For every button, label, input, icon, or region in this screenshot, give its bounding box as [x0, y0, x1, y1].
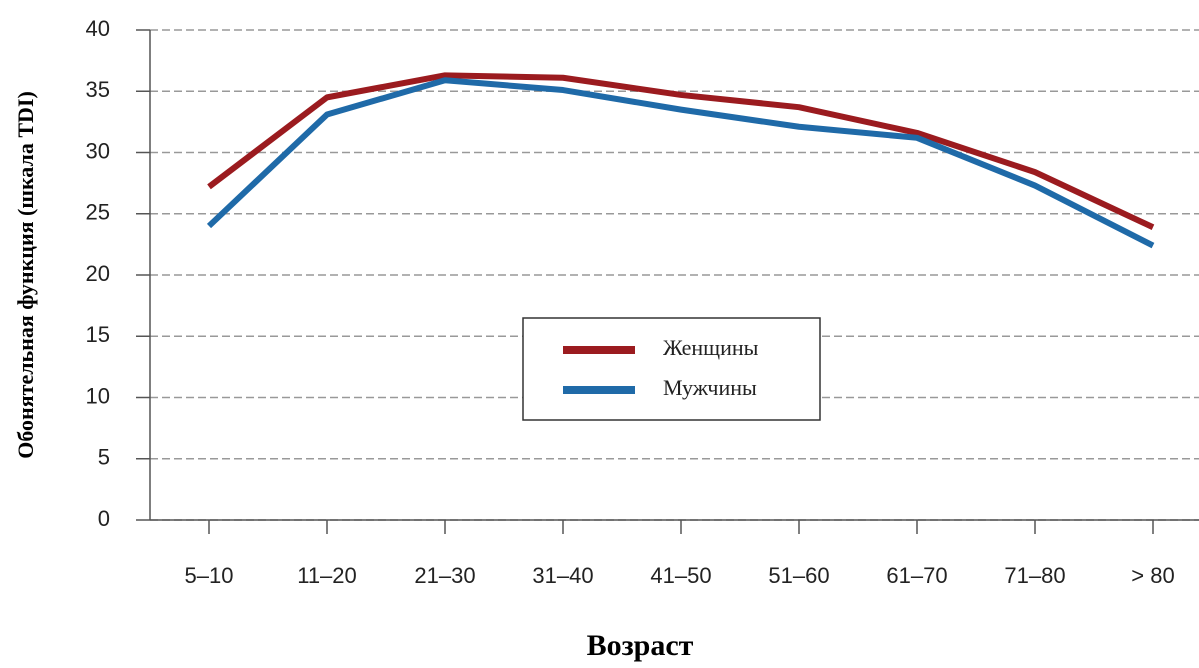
y-tick-label: 40 — [86, 16, 110, 41]
x-tick-label: 61–70 — [886, 563, 947, 588]
x-tick-label: 21–30 — [414, 563, 475, 588]
y-tick-label: 5 — [98, 445, 110, 470]
x-tick-label: 51–60 — [768, 563, 829, 588]
y-tick-label: 10 — [86, 383, 110, 408]
series-line — [207, 72, 1155, 230]
legend-label: Женщины — [663, 335, 759, 360]
x-tick-label: > 80 — [1131, 563, 1174, 588]
y-tick-label: 35 — [86, 77, 110, 102]
x-tick-label: 11–20 — [297, 563, 357, 588]
legend-label: Мужчины — [663, 375, 757, 400]
x-axis-label: Возраст — [587, 629, 694, 662]
y-tick-label: 15 — [86, 322, 110, 347]
y-tick-label: 0 — [98, 506, 110, 531]
x-tick-label: 71–80 — [1004, 563, 1065, 588]
x-tick-label: 5–10 — [185, 563, 234, 588]
x-tick-label: 31–40 — [532, 563, 593, 588]
y-tick-label: 30 — [86, 138, 110, 163]
series-line — [206, 77, 1155, 249]
y-tick-label: 25 — [86, 200, 110, 225]
legend-box — [522, 317, 821, 421]
y-tick-label: 20 — [86, 261, 110, 286]
y-axis-label: Обонятельная функция (шкала TDI) — [13, 91, 38, 459]
x-tick-label: 41–50 — [650, 563, 711, 588]
